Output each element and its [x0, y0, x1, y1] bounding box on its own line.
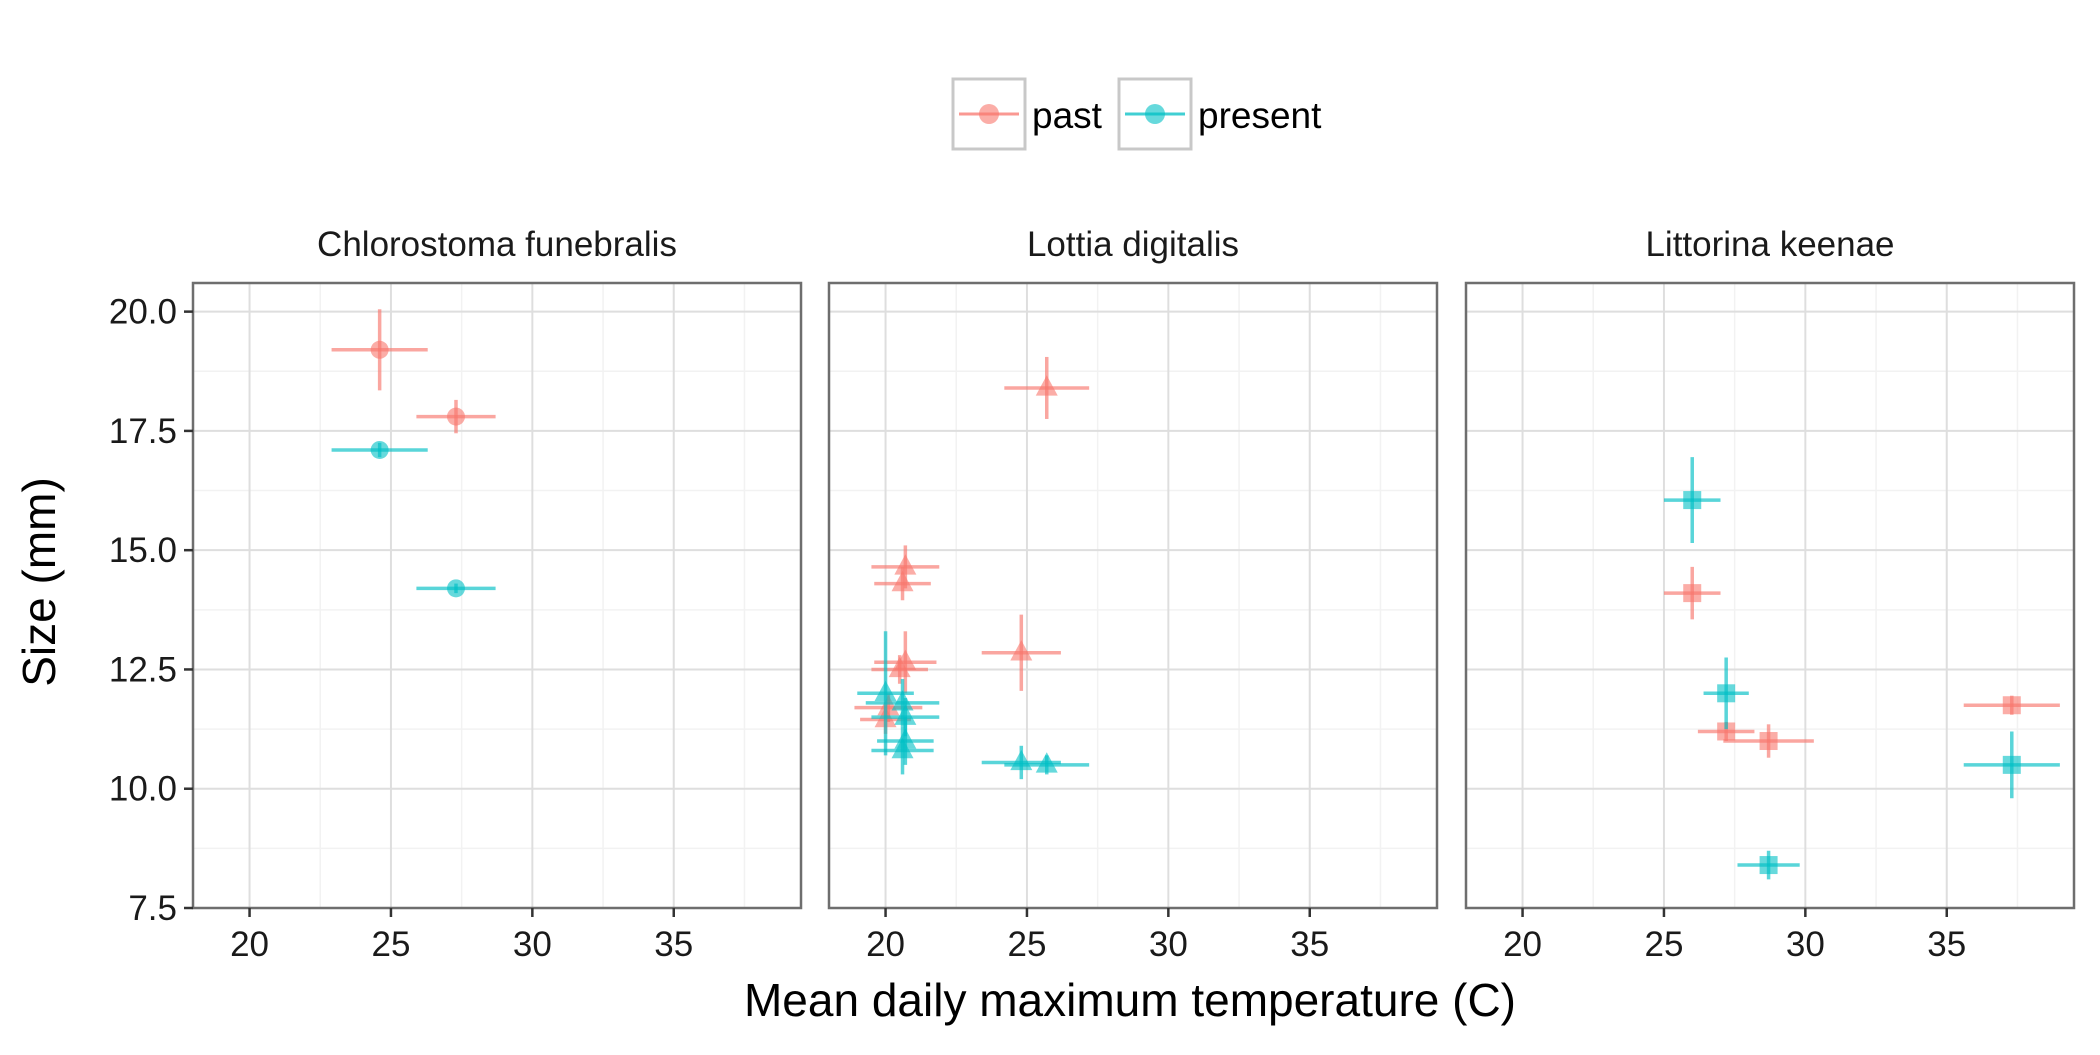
legend-key-marker	[979, 104, 999, 124]
x-tick-label: 20	[866, 925, 905, 964]
x-axis-title: Mean daily maximum temperature (C)	[744, 974, 1516, 1026]
y-tick-label: 15.0	[109, 531, 177, 570]
panel-3: Littorina keenae 20 25 30 35	[1464, 225, 2076, 964]
legend-label-past: past	[1032, 95, 1103, 136]
data-marker-triangle	[891, 737, 914, 759]
data-point-present	[1004, 752, 1090, 775]
panel-background	[1466, 283, 2074, 908]
x-tick-label: 35	[654, 925, 693, 964]
legend-label-present: present	[1198, 95, 1322, 136]
x-tick-label: 25	[1007, 925, 1046, 964]
panel-1: Chlorostoma funebralis 20 25 30 35 7.5 10.0 12.…	[109, 225, 803, 964]
data-point-past	[874, 566, 931, 601]
legend-key-marker	[1145, 104, 1165, 124]
panel-border	[1464, 281, 2076, 910]
y-tick-label: 12.5	[109, 650, 177, 689]
x-tick-label: 35	[1290, 925, 1329, 964]
data-point-past	[871, 655, 928, 684]
data-point-present	[1737, 850, 1800, 880]
x-tick-label: 25	[371, 925, 410, 964]
data-marker-square	[1683, 491, 1702, 510]
data-point-present	[871, 726, 934, 775]
panel-background	[829, 283, 1437, 908]
panel-title: Littorina keenae	[1645, 225, 1894, 264]
data-marker-circle	[370, 340, 389, 359]
data-marker-square	[1717, 684, 1736, 703]
data-marker-triangle	[891, 570, 914, 592]
panel-title: Chlorostoma funebralis	[317, 225, 677, 264]
data-marker-square	[1759, 732, 1778, 751]
panel-title: Lottia digitalis	[1027, 225, 1239, 264]
y-tick-label: 10.0	[109, 770, 177, 809]
x-tick-label: 25	[1644, 925, 1683, 964]
legend: past present	[951, 77, 1322, 151]
data-marker-triangle	[1010, 640, 1033, 661]
panel-2: Lottia digitalis 20 25 30 35	[827, 225, 1439, 964]
data-marker-circle	[446, 407, 465, 426]
data-point-past	[331, 309, 428, 391]
data-marker-triangle	[888, 656, 911, 678]
x-tick-label: 30	[1149, 925, 1188, 964]
data-point-past	[981, 614, 1061, 691]
x-tick-label: 20	[230, 925, 269, 964]
data-point-past	[416, 399, 496, 434]
data-point-past	[1963, 695, 2060, 715]
data-point-past	[1663, 566, 1721, 620]
data-marker-triangle	[1035, 752, 1058, 773]
data-point-past	[1004, 356, 1090, 419]
data-marker-square	[2002, 696, 2021, 715]
panels: Chlorostoma funebralis 20 25 30 35 7.5 10.0 12.…	[109, 225, 2076, 964]
data-point-present	[331, 440, 428, 459]
data-marker-square	[1759, 856, 1778, 875]
data-marker-square	[1717, 722, 1736, 741]
y-tick-label: 20.0	[109, 293, 177, 332]
data-point-present	[416, 579, 496, 598]
data-point-present	[1663, 457, 1721, 544]
legend-item-present: present	[1117, 77, 1322, 151]
data-point-present	[857, 631, 914, 756]
panel-background	[193, 283, 801, 908]
x-tick-label: 30	[513, 925, 552, 964]
data-point-present	[1703, 657, 1749, 730]
data-point-present	[1963, 731, 2060, 799]
data-marker-square	[1683, 584, 1702, 603]
data-marker-triangle	[894, 704, 917, 725]
panel-border	[191, 281, 803, 910]
x-tick-label: 30	[1786, 925, 1825, 964]
data-marker-triangle	[1035, 375, 1058, 396]
panel-border	[827, 281, 1439, 910]
data-marker-circle	[370, 440, 389, 459]
legend-item-past: past	[951, 77, 1103, 151]
data-marker-circle	[446, 579, 465, 598]
data-marker-square	[2002, 755, 2021, 774]
y-tick-label: 7.5	[128, 889, 177, 928]
y-tick-label: 17.5	[109, 412, 177, 451]
data-marker-triangle	[891, 690, 914, 711]
data-point-past	[1723, 724, 1814, 758]
x-tick-label: 35	[1927, 925, 1966, 964]
x-tick-label: 20	[1503, 925, 1542, 964]
data-marker-triangle	[894, 554, 917, 575]
y-axis-title: Size (mm)	[13, 477, 65, 687]
data-marker-triangle	[874, 680, 897, 702]
